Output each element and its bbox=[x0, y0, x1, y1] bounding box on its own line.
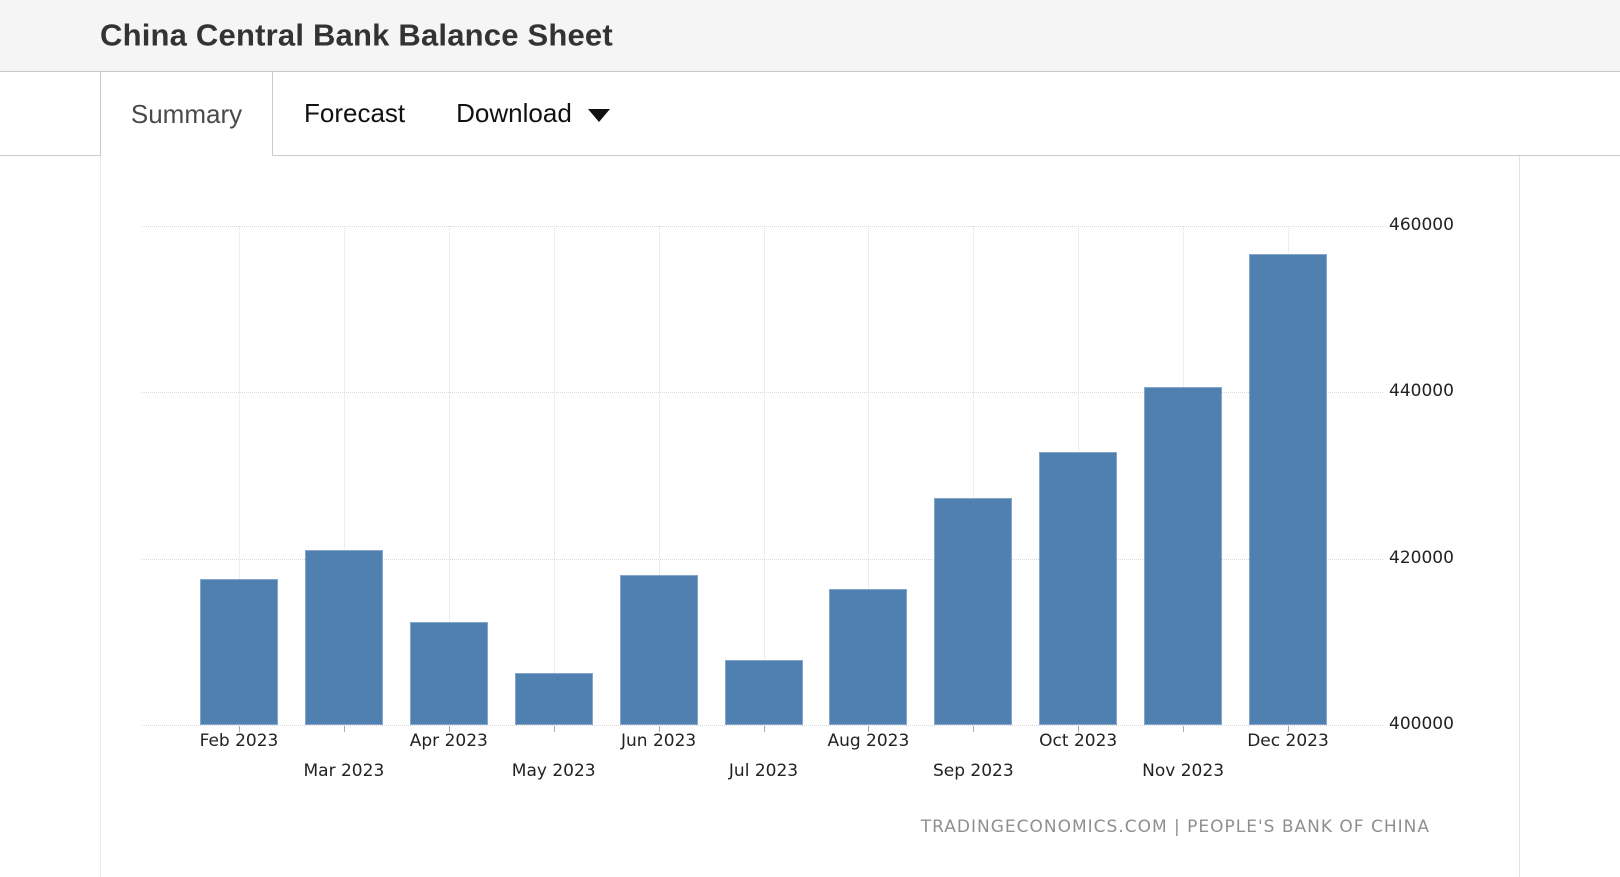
gridline-x-6 bbox=[868, 226, 870, 725]
bar-jun-2023[interactable] bbox=[619, 575, 698, 725]
gridline-x-1 bbox=[343, 226, 345, 725]
x-axis-label-mar-2023: Mar 2023 bbox=[303, 761, 385, 781]
x-axis-tick-1 bbox=[343, 726, 345, 732]
x-axis-tick-8 bbox=[1078, 726, 1080, 732]
card-left-border bbox=[100, 156, 101, 877]
bar-apr-2023[interactable] bbox=[409, 621, 488, 725]
x-axis-tick-4 bbox=[658, 726, 660, 732]
tab-bar-rest: Forecast Download bbox=[273, 72, 1620, 156]
gridline-y-440000 bbox=[142, 392, 1383, 394]
gridline-x-0 bbox=[239, 226, 240, 725]
x-axis-label-feb-2023: Feb 2023 bbox=[199, 731, 279, 751]
tab-download[interactable]: Download bbox=[446, 98, 620, 129]
gridline-x-5 bbox=[763, 226, 765, 725]
download-label: Download bbox=[456, 98, 572, 128]
x-axis-label-sep-2023: Sep 2023 bbox=[932, 761, 1014, 781]
bar-oct-2023[interactable] bbox=[1039, 452, 1118, 725]
page-header: China Central Bank Balance Sheet bbox=[0, 0, 1620, 72]
x-axis-tick-2 bbox=[448, 726, 450, 732]
x-axis-tick-3 bbox=[553, 726, 555, 732]
gridline-x-7 bbox=[973, 226, 975, 725]
tab-bar: Summary Forecast Download bbox=[0, 72, 1620, 156]
gridline-y-420000 bbox=[142, 558, 1383, 560]
x-axis-tick-10 bbox=[1288, 726, 1289, 732]
x-axis-label-dec-2023: Dec 2023 bbox=[1247, 731, 1329, 751]
gridline-x-3 bbox=[553, 226, 555, 725]
chevron-down-icon bbox=[587, 109, 610, 122]
x-axis-tick-9 bbox=[1183, 726, 1185, 732]
x-axis-label-nov-2023: Nov 2023 bbox=[1142, 761, 1225, 781]
bar-sep-2023[interactable] bbox=[934, 498, 1013, 725]
bar-jul-2023[interactable] bbox=[724, 659, 803, 725]
x-axis-label-jul-2023: Jul 2023 bbox=[728, 761, 799, 781]
gridline-x-4 bbox=[658, 226, 660, 725]
bar-feb-2023[interactable] bbox=[200, 578, 278, 725]
bar-dec-2023[interactable] bbox=[1249, 254, 1327, 725]
x-axis-tick-6 bbox=[868, 726, 870, 732]
chart-attribution: TRADINGECONOMICS.COM | PEOPLE'S BANK OF … bbox=[920, 817, 1430, 837]
bar-may-2023[interactable] bbox=[514, 673, 593, 725]
gridline-y-400000 bbox=[142, 725, 1383, 726]
x-axis-label-apr-2023: Apr 2023 bbox=[409, 731, 488, 751]
y-axis-label-420000: 420000 bbox=[1389, 547, 1454, 568]
gridline-x-2 bbox=[448, 226, 450, 725]
x-axis-label-may-2023: May 2023 bbox=[511, 761, 596, 781]
gridline-y-460000 bbox=[142, 226, 1383, 227]
y-axis-label-400000: 400000 bbox=[1389, 714, 1454, 735]
y-axis-label-440000: 440000 bbox=[1389, 381, 1454, 402]
tab-bar-left-spacer bbox=[0, 72, 100, 156]
x-axis-label-oct-2023: Oct 2023 bbox=[1039, 731, 1118, 751]
x-axis-tick-5 bbox=[763, 726, 765, 732]
bar-mar-2023[interactable] bbox=[304, 549, 383, 725]
page-title: China Central Bank Balance Sheet bbox=[100, 16, 613, 52]
tab-summary[interactable]: Summary bbox=[100, 72, 273, 156]
bar-nov-2023[interactable] bbox=[1144, 386, 1223, 725]
x-axis-tick-7 bbox=[973, 726, 975, 732]
bar-aug-2023[interactable] bbox=[829, 588, 908, 725]
x-axis-label-jun-2023: Jun 2023 bbox=[620, 731, 697, 751]
tab-forecast[interactable]: Forecast bbox=[304, 98, 406, 128]
y-axis-label-460000: 460000 bbox=[1389, 215, 1454, 236]
x-axis-tick-0 bbox=[239, 726, 240, 732]
x-axis-label-aug-2023: Aug 2023 bbox=[827, 731, 910, 751]
card-right-border bbox=[1519, 156, 1520, 877]
